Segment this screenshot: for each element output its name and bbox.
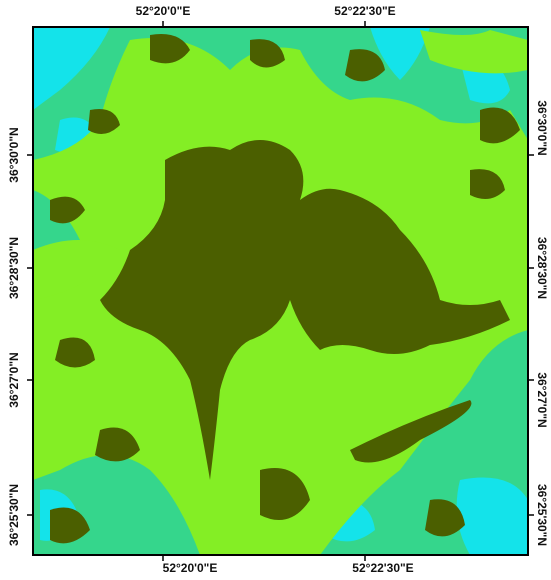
bottom-label: 52°22'30"E xyxy=(352,561,413,575)
right-label: 36°25'30"N xyxy=(535,484,549,546)
left-label: 36°28'30"N xyxy=(7,237,21,299)
left-label: 36°25'30"N xyxy=(7,484,21,546)
right-label: 36°27'0"N xyxy=(535,372,549,427)
map-figure: 52°20'0"E 52°22'30"E 52°20'0"E 52°22'30"… xyxy=(0,0,551,580)
bottom-label: 52°20'0"E xyxy=(163,561,218,575)
right-label: 36°30'0"N xyxy=(535,100,549,155)
left-label: 36°30'0"N xyxy=(7,127,21,182)
left-label: 36°27'0"N xyxy=(7,352,21,407)
right-label: 36°28'30"N xyxy=(535,237,549,299)
top-label: 52°22'30"E xyxy=(334,4,395,18)
page: {"map": { "top_labels": ["52°20'0\"E", "… xyxy=(0,0,551,580)
map-raster xyxy=(33,27,528,555)
top-label: 52°20'0"E xyxy=(136,4,191,18)
